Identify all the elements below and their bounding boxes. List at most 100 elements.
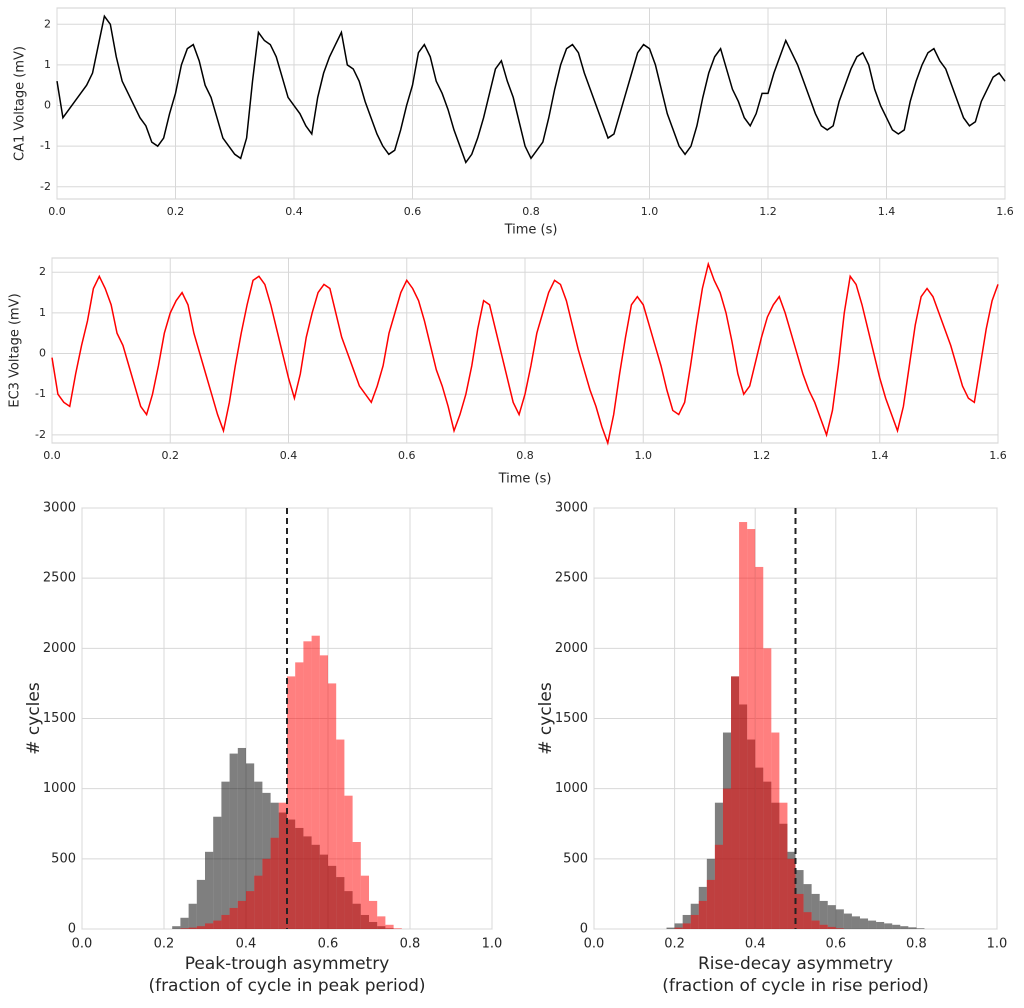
- x-tick-label: 0.0: [584, 937, 605, 952]
- histogram-bar: [795, 893, 804, 929]
- histogram-bar: [196, 879, 205, 929]
- histogram-bar: [868, 920, 877, 929]
- x-tick-label: 0.4: [285, 205, 303, 218]
- x-tick-label: 1.6: [996, 205, 1014, 218]
- x-tick-label: 0.8: [906, 937, 927, 952]
- histogram-bar: [674, 927, 683, 929]
- histogram-bar: [722, 788, 732, 929]
- subplot: 0.0 0.2 0.4 0.6 0.8 1.0 1.2 1.4 1.6 -2 -1 0 1 2 Time (…: [13, 7, 1014, 238]
- x-tick-label: 0.6: [318, 937, 339, 952]
- y-tick-label: 2500: [555, 571, 588, 586]
- histogram-bar: [811, 893, 820, 929]
- histogram-bar: [221, 781, 230, 929]
- histogram-bar: [213, 920, 222, 929]
- histogram-bar: [377, 916, 386, 929]
- histogram-bar: [328, 683, 337, 929]
- y-tick-label: 2000: [555, 641, 588, 656]
- histogram-bar: [270, 837, 279, 929]
- histogram-bar: [188, 927, 197, 929]
- x-tick-label: 0.6: [404, 205, 422, 218]
- histogram-bar: [172, 926, 181, 929]
- histogram-bar: [385, 924, 394, 929]
- histogram-bar: [205, 851, 214, 929]
- histogram-bar: [835, 928, 844, 929]
- histogram-bar: [827, 926, 836, 929]
- histogram-bar: [779, 802, 788, 929]
- histogram-bar: [803, 884, 812, 929]
- histogram-bar: [360, 875, 369, 929]
- x-tick-label: 0.6: [825, 937, 846, 952]
- histogram-bar: [884, 923, 893, 929]
- x-axis-label: Time (s): [498, 472, 552, 487]
- y-tick-label: 3000: [43, 501, 76, 516]
- x-tick-label: 0.8: [400, 937, 421, 952]
- histogram-bar: [739, 522, 748, 929]
- x-tick-label: 0.2: [154, 937, 175, 952]
- x-tick-label: 1.4: [871, 449, 889, 462]
- x-tick-label: 0.2: [162, 449, 180, 462]
- x-tick-label: 0.6: [398, 449, 416, 462]
- subplot: 0.0 0.2 0.4 0.6 0.8 1.0 1.2 1.4 1.6 -2 -1 0 1 2 Time (…: [8, 257, 1007, 487]
- x-tick-label: 0.4: [745, 937, 766, 952]
- y-tick-label: 1: [44, 58, 51, 71]
- histogram-bar: [843, 913, 852, 929]
- histogram-bar: [755, 566, 764, 929]
- histogram-bar: [803, 912, 812, 929]
- subplot: 0.0 0.2 0.4 0.6 0.8 1.0 0 500 1000 1500 2000 2500 30…: [536, 501, 1007, 997]
- histogram-bar: [229, 907, 238, 929]
- histogram-bar: [254, 781, 263, 929]
- subplot: 0.0 0.2 0.4 0.6 0.8 1.0 0 500 1000 1500 2000 2500 30…: [24, 501, 502, 997]
- x-tick-label: 0.0: [48, 205, 66, 218]
- y-tick-label: 0: [68, 922, 76, 937]
- histogram-bar: [254, 875, 263, 929]
- histogram-bar: [771, 732, 780, 929]
- x-tick-label: 0.4: [236, 937, 257, 952]
- y-tick-label: 2: [44, 17, 51, 30]
- x-tick-label: 1.4: [878, 205, 896, 218]
- histogram-bar: [221, 914, 230, 929]
- histogram-bar: [229, 753, 238, 929]
- histogram-bar: [262, 858, 271, 929]
- histogram-bar: [180, 917, 189, 929]
- x-axis-label: Peak-trough asymmetry: [185, 954, 390, 974]
- histogram-bar: [706, 879, 715, 929]
- y-axis-label: # cycles: [536, 682, 556, 755]
- x-tick-label: 1.0: [987, 937, 1008, 952]
- data-line: [51, 261, 999, 446]
- data-line: [56, 14, 1006, 165]
- histogram-bar: [690, 914, 699, 929]
- y-tick-label: 2500: [43, 571, 76, 586]
- histogram-bar: [747, 529, 756, 929]
- y-tick-label: 0: [44, 99, 51, 112]
- histogram-bar: [666, 927, 675, 929]
- histogram-bar: [859, 918, 869, 929]
- y-axis-label: # cycles: [24, 682, 44, 755]
- y-tick-label: 1: [39, 306, 46, 319]
- histogram-bar: [787, 858, 796, 929]
- x-tick-label: 0.2: [167, 205, 185, 218]
- y-tick-label: -2: [35, 428, 46, 441]
- histogram-bar: [237, 747, 246, 929]
- x-tick-label: 1.0: [641, 205, 659, 218]
- histogram-bar: [835, 909, 844, 929]
- histogram-bar: [714, 844, 723, 929]
- x-tick-label: 0.0: [43, 449, 61, 462]
- histogram-bar: [246, 891, 255, 929]
- y-tick-label: 2: [39, 265, 46, 278]
- histogram-bar: [246, 763, 255, 929]
- y-tick-label: 0: [580, 922, 588, 937]
- histogram-bar: [196, 926, 205, 929]
- histogram-bar: [900, 926, 909, 929]
- histogram-bar: [892, 924, 901, 929]
- x-axis-label: Rise-decay asymmetry: [698, 954, 893, 974]
- x-axis-label: (fraction of cycle in rise period): [662, 976, 929, 996]
- histogram-bar: [674, 923, 683, 929]
- histogram-bar: [819, 924, 828, 929]
- y-tick-label: -1: [40, 139, 51, 152]
- y-tick-label: 3000: [555, 501, 588, 516]
- histogram-bar: [180, 928, 189, 929]
- y-tick-label: -1: [35, 387, 46, 400]
- x-tick-label: 1.0: [635, 449, 653, 462]
- histogram-bar: [311, 635, 320, 929]
